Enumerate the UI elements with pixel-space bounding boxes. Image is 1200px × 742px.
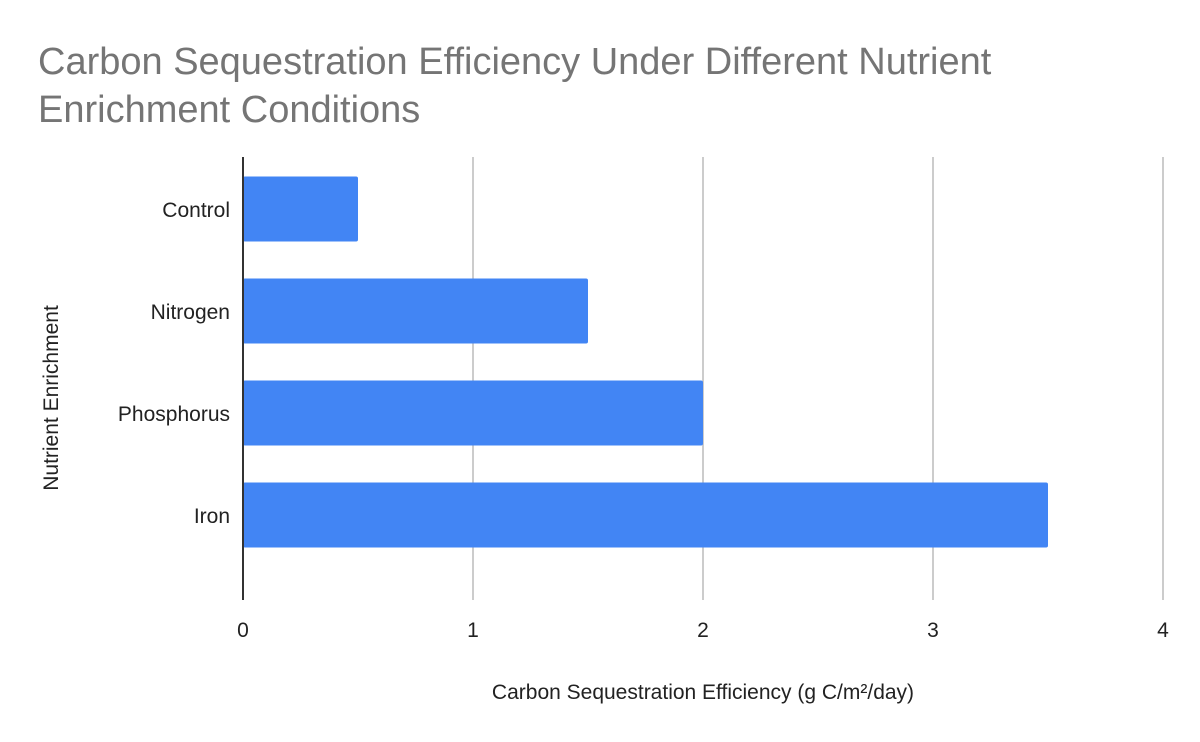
- bar-iron: [243, 482, 1048, 548]
- chart-title-line-1: Carbon Sequestration Efficiency Under Di…: [38, 41, 992, 83]
- x-tick-label-3: 3: [927, 619, 939, 642]
- category-label-phosphorus: Phosphorus: [118, 403, 230, 426]
- x-tick-label-1: 1: [467, 619, 479, 642]
- category-label-control: Control: [162, 199, 230, 222]
- bar-control: [243, 176, 358, 242]
- x-axis-title: Carbon Sequestration Efficiency (g C/m²/…: [492, 681, 914, 704]
- y-axis-title: Nutrient Enrichment: [40, 305, 63, 491]
- chart-title: Carbon Sequestration Efficiency Under Di…: [38, 38, 1138, 134]
- x-tick-label-0: 0: [237, 619, 249, 642]
- bars: [243, 176, 1048, 548]
- category-label-iron: Iron: [194, 505, 230, 528]
- labels: 0 1 2 3 4 Control Nitrogen Phosphorus Iron: [118, 199, 1169, 642]
- x-tick-label-2: 2: [697, 619, 709, 642]
- chart-title-line-2: Enrichment Conditions: [38, 89, 421, 131]
- bar-nitrogen: [243, 278, 588, 344]
- bar-phosphorus: [243, 380, 703, 446]
- x-tick-label-4: 4: [1157, 619, 1169, 642]
- category-label-nitrogen: Nitrogen: [151, 301, 230, 324]
